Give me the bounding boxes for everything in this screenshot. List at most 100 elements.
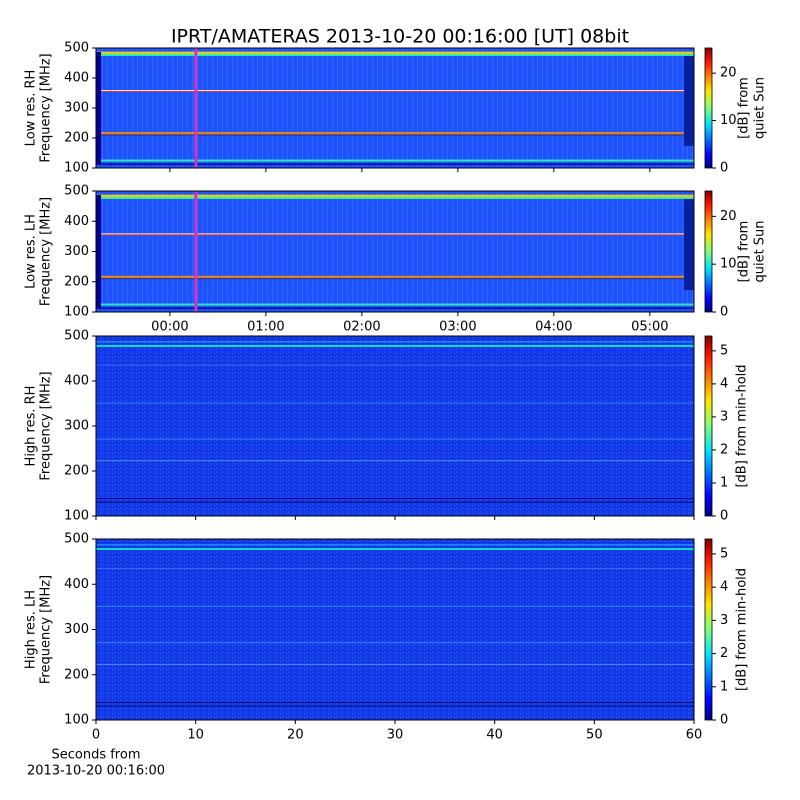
heatmap-band [96,345,694,347]
colorbar-tick-label: 0 [720,161,728,176]
y-tick-label: 200 [64,131,89,146]
y-axis-label: Low res. LH [24,214,39,289]
colorbar-tick-label: 2 [720,442,728,457]
heatmap-band [96,501,694,503]
colorbar-tick-label: 1 [720,475,728,490]
heatmap-edge [96,195,101,308]
x-tick-label: 60 [686,728,703,743]
figure-title: IPRT/AMATERAS 2013-10-20 00:16:00 [UT] 0… [171,26,629,48]
heatmap-band [96,132,694,135]
heatmap-background [96,48,694,168]
colorbar-tick-label: 2 [720,646,728,661]
heatmap-band [96,498,694,499]
x-tick-label: 03:00 [439,320,476,335]
heatmap-band [96,402,694,404]
heatmap-edge [96,52,101,164]
colorbar-tick-label: 5 [720,546,728,561]
y-tick-label: 400 [64,577,89,592]
heatmap-edge [684,199,694,290]
y-tick-label: 100 [64,161,89,176]
x-tick-label: 05:00 [631,320,668,335]
y-tick-label: 300 [64,622,89,637]
y-axis-label: Frequency [MHz] [39,371,54,480]
colorbar-tick-label: 10 [720,257,737,272]
colorbar-tick-label: 1 [720,679,728,694]
x-axis-label: 2013-10-20 00:16:00 [27,764,165,779]
y-tick-label: 300 [64,244,89,259]
colorbar-label: [dB] from min-hold [735,364,750,487]
heatmap-band [96,701,694,703]
x-tick-label: 04:00 [535,320,572,335]
y-tick-label: 400 [64,374,89,389]
colorbar [704,47,713,169]
heatmap-band [96,460,694,462]
x-axis-label: Seconds from [51,748,140,763]
heatmap-band [96,663,694,665]
heatmap-background [96,539,694,720]
x-tick-label: 02:00 [343,320,380,335]
y-tick-label: 500 [64,532,89,547]
colorbar-tick-label: 4 [720,376,728,391]
colorbar-tick-label: 3 [720,613,728,628]
heatmap-band [96,159,694,162]
y-axis-label: Frequency [MHz] [39,53,54,162]
y-axis-label: High res. LH [24,590,39,669]
y-tick-label: 400 [64,71,89,86]
x-tick-label: 0 [92,728,100,743]
heatmap-band [96,51,694,55]
heatmap-background [96,336,694,516]
y-axis-label: Frequency [MHz] [39,197,54,306]
y-axis-label: High res. RH [24,386,39,467]
x-tick-label: 40 [486,728,503,743]
colorbar-tick-label: 10 [720,113,737,128]
heatmap-edge [684,56,694,146]
heatmap-band [96,275,694,279]
colorbar-tick-label: 4 [720,580,728,595]
y-tick-label: 400 [64,214,89,229]
y-tick-label: 300 [64,101,89,116]
colorbar-tick-label: 3 [720,409,728,424]
y-tick-label: 100 [64,713,89,728]
colorbar-tick-label: 0 [720,509,728,524]
colorbar-label: [dB] from [737,221,752,283]
heatmap-band [96,90,694,91]
colorbar-label: [dB] from min-hold [735,568,750,691]
y-tick-label: 500 [64,329,89,344]
y-axis-label: Frequency [MHz] [39,575,54,684]
heatmap-band [96,163,694,166]
time-marker [194,191,198,312]
heatmap-band [96,364,694,366]
y-tick-label: 100 [64,509,89,524]
colorbar [704,335,713,517]
heatmap-band [96,278,694,280]
heatmap-band [96,134,694,136]
y-tick-label: 200 [64,464,89,479]
colorbar-tick-label: 0 [720,305,728,320]
colorbar [704,538,713,721]
heatmap-band [96,197,694,200]
y-tick-label: 100 [64,305,89,320]
x-tick-label: 20 [287,728,304,743]
heatmap-band [96,341,694,343]
heatmap-band [96,233,694,235]
y-axis-label: Low res. RH [24,70,39,147]
x-tick-label: 30 [387,728,404,743]
heatmap-band [96,705,694,707]
heatmap-band [96,544,694,546]
time-marker [194,48,198,168]
x-tick-label: 01:00 [247,320,284,335]
y-tick-label: 200 [64,274,89,289]
colorbar [704,190,713,313]
y-tick-label: 300 [64,419,89,434]
heatmap-background [96,191,694,312]
colorbar-tick-label: 20 [720,66,737,81]
heatmap-band [96,567,694,569]
heatmap-band [96,642,694,644]
y-tick-label: 500 [64,41,89,56]
colorbar-label: quiet Sun [753,220,768,282]
heatmap-band [96,54,694,56]
colorbar-tick-label: 0 [720,713,728,728]
colorbar-label: quiet Sun [753,77,768,139]
y-tick-label: 500 [64,184,89,199]
